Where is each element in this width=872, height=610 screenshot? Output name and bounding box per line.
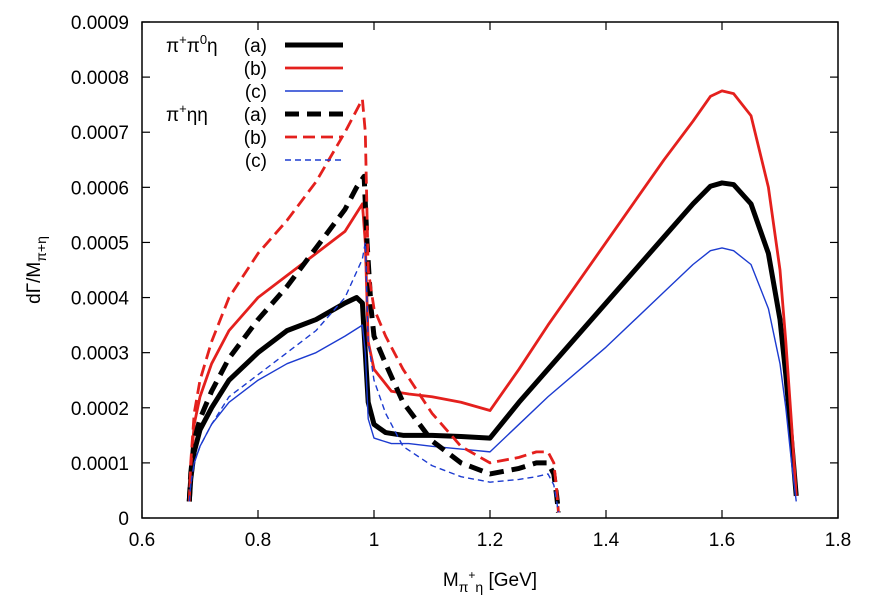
y-tick-label: 0.0005 [71, 233, 129, 254]
x-axis-label: Mπ+η [GeV] [443, 568, 537, 595]
x-tick-label: 0.8 [245, 530, 271, 551]
legend-group-label: π+ηη [166, 101, 208, 126]
y-tick-label: 0 [118, 509, 129, 530]
x-tick-label: 1.2 [477, 530, 503, 551]
series-line-4 [186, 173, 561, 513]
x-tick-label: 1.4 [593, 530, 620, 551]
legend-entry-label: (c) [245, 151, 267, 172]
legend-entry-label: (b) [244, 128, 267, 149]
y-tick-label: 0.0009 [71, 13, 129, 34]
x-tick-label: 0.6 [129, 530, 155, 551]
y-tick-label: 0.0007 [71, 123, 129, 144]
legend-entry-label: (a) [244, 105, 267, 126]
legend-entry-label: (a) [244, 36, 267, 57]
y-tick-label: 0.0006 [71, 178, 129, 199]
series-line-3 [188, 247, 797, 502]
y-tick-label: 0.0003 [71, 344, 129, 365]
y-tick-label: 0.0002 [71, 399, 129, 420]
y-tick-label: 0.0001 [71, 454, 129, 475]
x-tick-label: 1.8 [825, 530, 851, 551]
y-axis-label: dΓ/Mπ+η [24, 236, 49, 304]
legend-entry-label: (b) [244, 59, 267, 80]
series-line-1 [186, 180, 799, 502]
y-tick-label: 0.0008 [71, 68, 129, 89]
y-tick-label: 0.0004 [71, 289, 130, 310]
series-line-2 [187, 89, 798, 502]
legend-group-label: π+π0η [166, 32, 218, 57]
x-tick-label: 1 [369, 530, 380, 551]
series-line-5 [187, 97, 560, 513]
x-tick-label: 1.6 [709, 530, 735, 551]
curves [186, 89, 799, 513]
series-line-6 [188, 241, 560, 513]
legend-entry-label: (c) [245, 82, 267, 103]
ticks: 0.6 0.8 1 1.2 1.4 1.6 1.8 0 0.0001 0.0002 0.0003 0.… [71, 13, 851, 551]
